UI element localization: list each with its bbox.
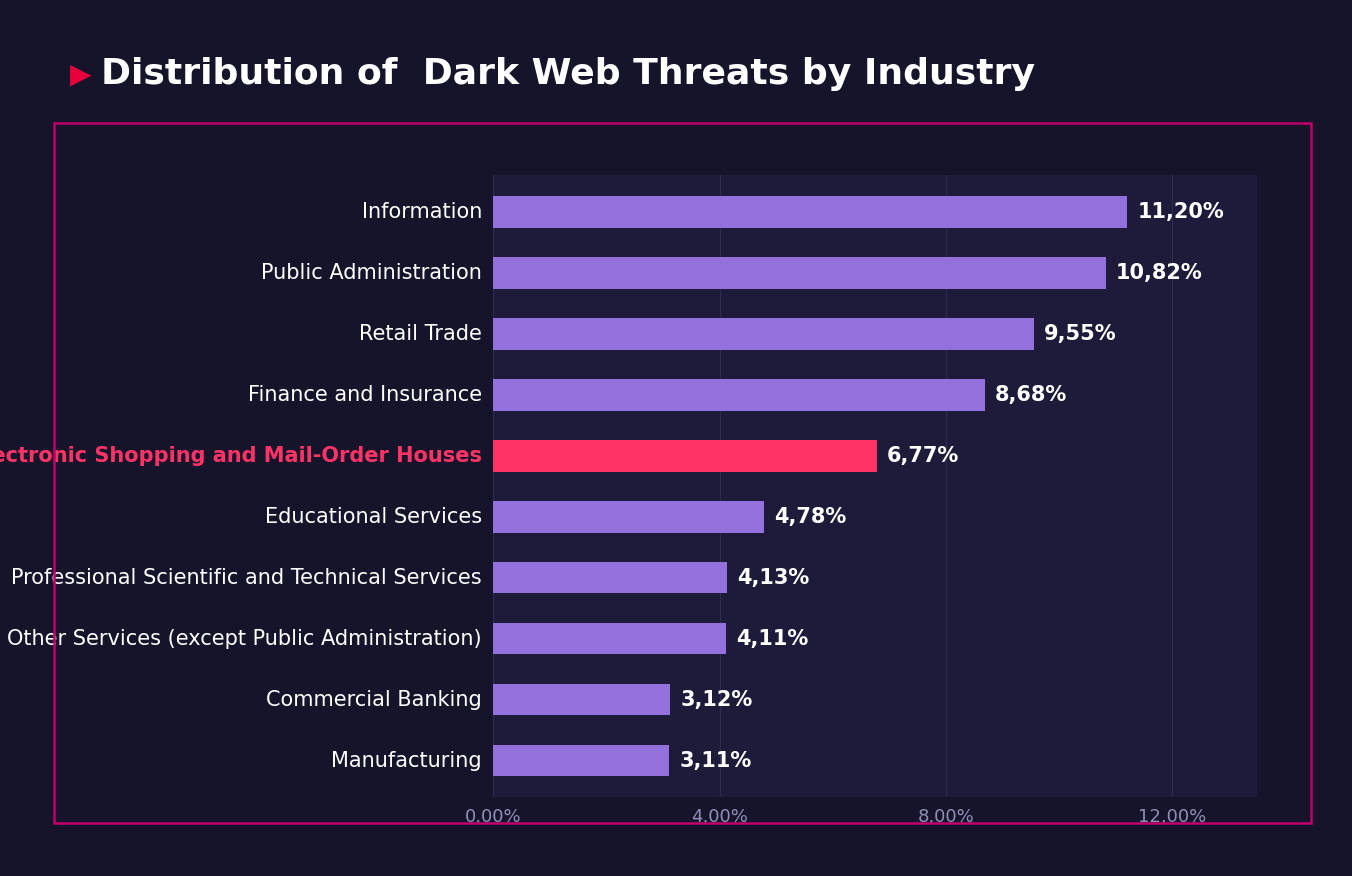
Text: 3,11%: 3,11% [680,751,752,771]
Text: Finance and Insurance: Finance and Insurance [247,385,483,405]
Text: Public Administration: Public Administration [261,263,483,283]
Bar [493,378,984,411]
Text: 3,12%: 3,12% [680,689,753,710]
Bar [493,318,1034,350]
Bar [493,745,669,776]
Bar [493,257,1106,288]
Bar [493,684,671,716]
Text: 4,11%: 4,11% [737,629,808,648]
Text: Electronic Shopping and Mail-Order Houses: Electronic Shopping and Mail-Order House… [0,446,483,466]
Bar [493,501,764,533]
Text: Information: Information [361,201,483,222]
Text: Distribution of  Dark Web Threats by Industry: Distribution of Dark Web Threats by Indu… [101,58,1036,91]
Text: Professional Scientific and Technical Services: Professional Scientific and Technical Se… [11,568,483,588]
Text: 9,55%: 9,55% [1044,324,1117,343]
Text: 4,78%: 4,78% [775,506,846,526]
Text: 10,82%: 10,82% [1115,263,1203,283]
Bar [493,562,727,594]
Bar [493,623,726,654]
Text: Commercial Banking: Commercial Banking [266,689,483,710]
Text: Manufacturing: Manufacturing [331,751,483,771]
Text: Educational Services: Educational Services [265,506,483,526]
Text: 6,77%: 6,77% [887,446,959,466]
Text: Other Services (except Public Administration): Other Services (except Public Administra… [7,629,483,648]
Bar [493,196,1128,228]
Text: Retail Trade: Retail Trade [360,324,483,343]
Text: ▶: ▶ [70,60,92,88]
Text: 8,68%: 8,68% [995,385,1067,405]
Bar [493,440,876,471]
Text: 11,20%: 11,20% [1137,201,1224,222]
Text: 4,13%: 4,13% [737,568,810,588]
